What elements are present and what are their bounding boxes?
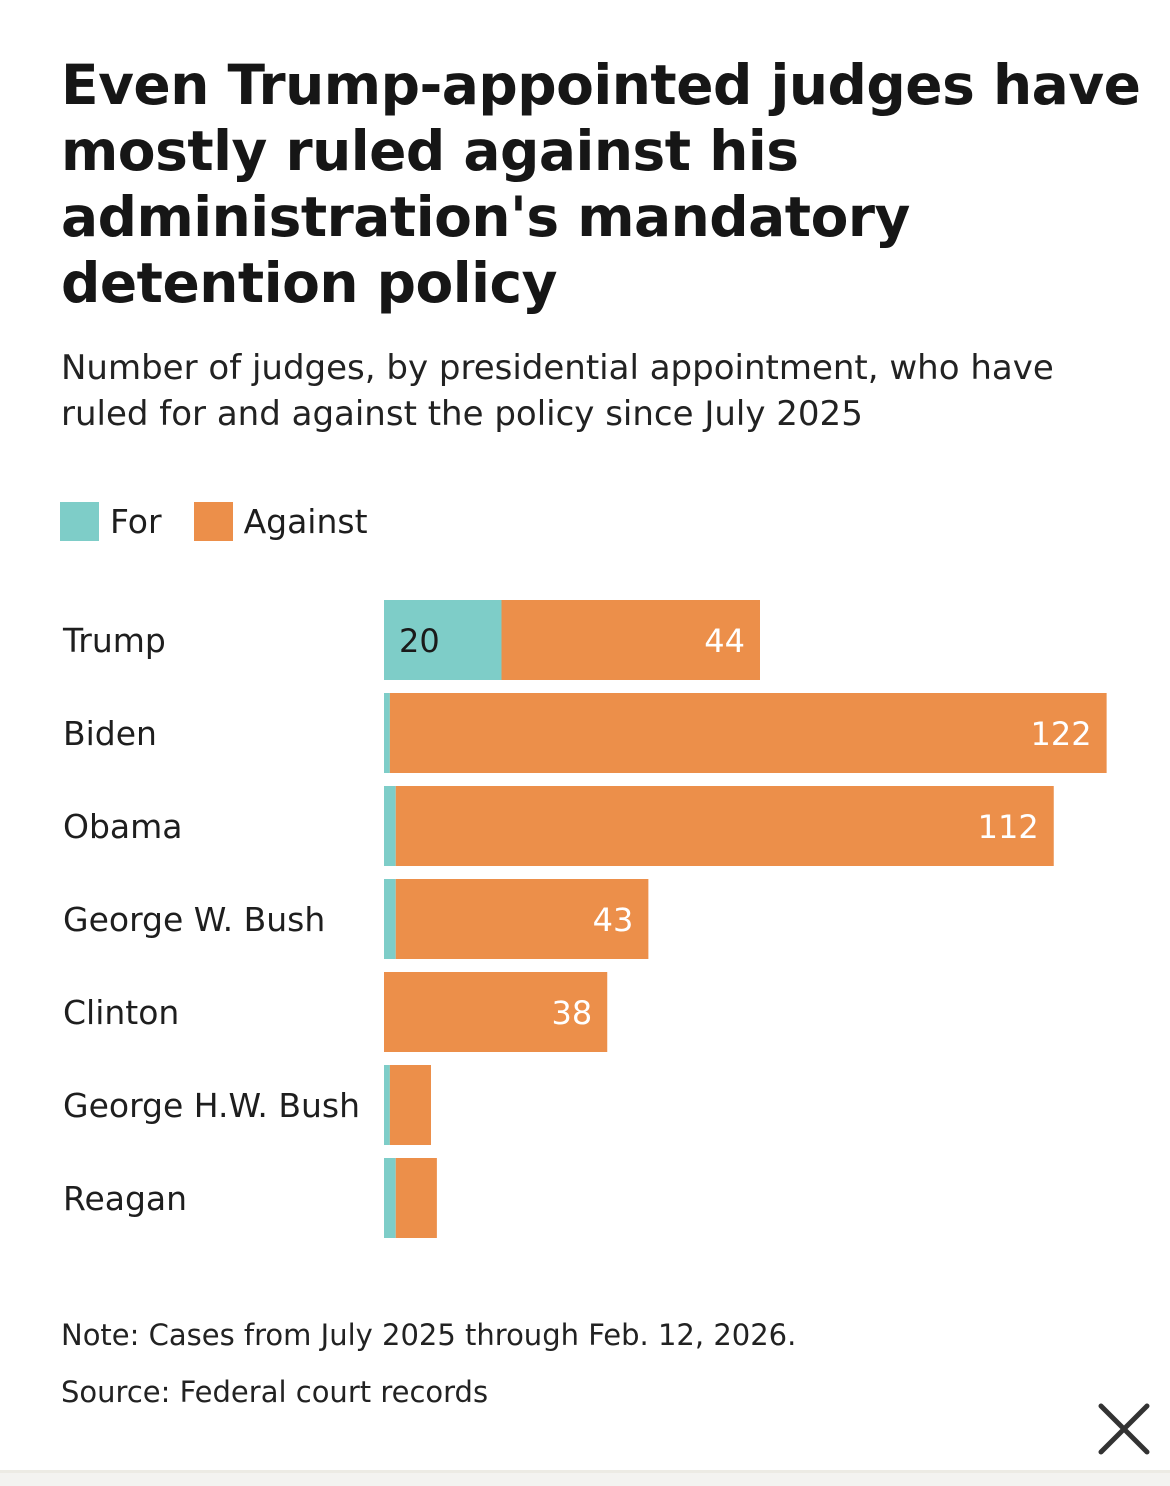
chart-title: Even Trump-appointed judges have mostly … bbox=[61, 53, 1141, 315]
bar-for-reagan bbox=[384, 1158, 396, 1238]
bar-against-biden bbox=[389, 693, 1107, 773]
bar-against-clinton bbox=[384, 972, 608, 1052]
bar-chart: Trump 20 44 Biden 122 Obama 112 George W. Bush 4… bbox=[62, 600, 1107, 1238]
bar-for-biden bbox=[384, 693, 390, 773]
bar-against-george-h-w-bush bbox=[389, 1065, 431, 1145]
bar-against-reagan bbox=[395, 1158, 437, 1238]
data-label-against-biden: 122 bbox=[1031, 715, 1092, 753]
legend: For Against bbox=[60, 502, 400, 541]
category-label-george-w-bush: George W. Bush bbox=[63, 900, 325, 939]
category-label-trump: Trump bbox=[62, 621, 166, 660]
data-label-against-clinton: 38 bbox=[552, 994, 593, 1032]
data-label-against-trump: 44 bbox=[704, 622, 745, 660]
legend-label-against: Against bbox=[243, 502, 368, 541]
category-label-biden: Biden bbox=[63, 714, 157, 753]
bar-against-obama bbox=[395, 786, 1054, 866]
category-label-reagan: Reagan bbox=[63, 1179, 187, 1218]
legend-item-for: For bbox=[60, 502, 162, 541]
bar-against-george-w-bush bbox=[395, 879, 649, 959]
data-label-for-trump: 20 bbox=[399, 622, 440, 660]
category-label-obama: Obama bbox=[63, 807, 183, 846]
data-label-against-george-w-bush: 43 bbox=[593, 901, 634, 939]
legend-item-against: Against bbox=[193, 502, 368, 541]
bar-against-trump bbox=[501, 600, 760, 680]
bottom-bar bbox=[0, 1470, 1170, 1486]
category-label-clinton: Clinton bbox=[63, 993, 179, 1032]
close-icon bbox=[1098, 1403, 1150, 1455]
category-label-george-h-w-bush: George H.W. Bush bbox=[63, 1086, 360, 1125]
bar-for-george-w-bush bbox=[384, 879, 396, 959]
close-button[interactable] bbox=[1093, 1398, 1155, 1460]
chart-subtitle: Number of judges, by presidential appoin… bbox=[61, 348, 1054, 434]
footnote: Note: Cases from July 2025 through Feb. … bbox=[61, 1318, 797, 1352]
bar-for-george-h-w-bush bbox=[384, 1065, 390, 1145]
legend-swatch-against bbox=[193, 502, 233, 541]
bar-for-obama bbox=[384, 786, 396, 866]
legend-label-for: For bbox=[110, 502, 162, 541]
bar-for-trump bbox=[384, 600, 502, 680]
data-label-against-obama: 112 bbox=[978, 808, 1039, 846]
source-line: Source: Federal court records bbox=[61, 1375, 489, 1409]
legend-swatch-for bbox=[60, 502, 99, 541]
